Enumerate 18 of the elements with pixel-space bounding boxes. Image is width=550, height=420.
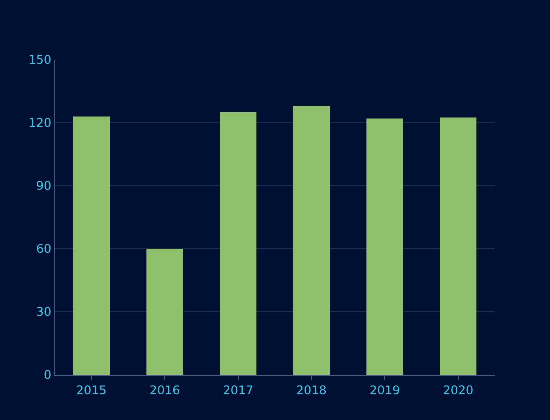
bar [220, 112, 257, 375]
y-tick-label: 120 [28, 116, 52, 130]
bar [440, 118, 477, 375]
bar [293, 106, 330, 375]
bar [366, 118, 404, 375]
bar [73, 116, 110, 375]
x-tick-label: 2017 [223, 383, 254, 398]
y-tick-label: 60 [36, 242, 52, 256]
x-tick-label: 2016 [150, 383, 180, 398]
x-tick-label: 2018 [296, 383, 327, 398]
bar [146, 249, 184, 375]
y-tick-label: 150 [28, 53, 52, 68]
x-tick-label: 2020 [443, 383, 474, 398]
x-tick-label: 2015 [76, 383, 107, 398]
y-tick-label: 0 [44, 368, 52, 382]
x-tick-label: 2019 [370, 383, 400, 398]
y-tick-label: 30 [36, 305, 52, 320]
y-tick-label: 90 [36, 179, 52, 194]
